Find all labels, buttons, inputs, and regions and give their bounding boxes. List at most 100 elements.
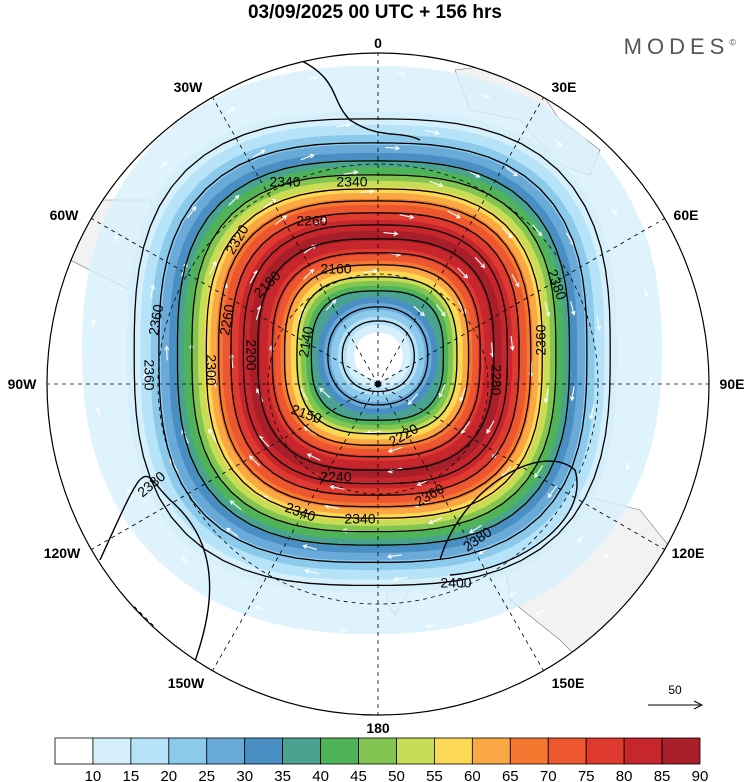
colorbar-label: 75 <box>578 768 595 782</box>
colorbar-label: 65 <box>502 768 519 782</box>
colorbar-swatch <box>168 737 208 765</box>
wind-arrow-icon <box>544 302 551 317</box>
wind-arrow-icon <box>225 527 239 538</box>
wind-arrow-icon <box>248 455 261 467</box>
height-contour <box>218 200 532 508</box>
wind-arrow-icon <box>399 214 415 220</box>
colorbar-swatch <box>585 737 625 765</box>
contour-label: 2260 <box>216 303 237 337</box>
wind-arrow-icon <box>424 129 440 136</box>
lon-label-0: 0 <box>374 35 382 51</box>
contour-label: 2380 <box>124 602 157 635</box>
wind-arrow-icon <box>554 139 563 147</box>
wind-arrow-icon <box>325 299 337 311</box>
contour-label: 2160 <box>320 261 351 277</box>
wind-arrow-icon <box>159 161 167 170</box>
colorbar-label: 10 <box>85 768 102 782</box>
modes-logo: MODES© <box>624 34 736 60</box>
colorbar-swatch <box>661 737 701 765</box>
wind-arrow-icon <box>319 387 331 399</box>
wind-arrow-icon <box>577 534 585 543</box>
wind-arrow-icon <box>543 388 549 404</box>
wind-arrow-icon <box>468 524 483 534</box>
wind-arrow-icon <box>300 153 315 161</box>
colorbar-label: 90 <box>692 768 709 782</box>
wind-arrow-icon <box>133 145 141 154</box>
wind-arrow-icon <box>438 383 446 398</box>
wind-arrow-icon <box>436 304 446 317</box>
wind-arrow-icon <box>534 465 544 479</box>
height-contour <box>242 224 509 485</box>
colorbar-label: 15 <box>123 768 140 782</box>
height-contour <box>158 142 588 563</box>
wind-arrow-icon <box>149 284 156 300</box>
wind-arrow-icon <box>386 554 402 559</box>
wind-arrow-icon <box>455 647 465 652</box>
reference-vector-label: 50 <box>668 683 682 697</box>
wind-arrow-icon <box>252 149 266 159</box>
height-contour <box>296 276 458 435</box>
colorbar: 10 15 20 25 30 35 40 45 50 55 60 65 70 75 80 85 90 <box>54 737 709 782</box>
colorbar-swatch <box>396 737 435 765</box>
meridian-line <box>83 213 379 385</box>
wind-arrow-icon <box>228 194 240 206</box>
band-10 <box>354 332 403 380</box>
contour-label: 2360 <box>141 359 157 390</box>
wind-arrow-icon <box>279 53 289 57</box>
wind-arrow-icon <box>474 256 486 269</box>
contour-label: 2340 <box>336 174 367 190</box>
colorbar-label: 70 <box>540 768 557 782</box>
contour-label: 2300 <box>203 354 219 385</box>
wind-arrow-icon <box>547 485 558 499</box>
wind-arrow-icon <box>625 460 631 470</box>
wind-arrow-icon <box>226 107 236 113</box>
wind-arrow-icon <box>338 628 349 633</box>
wind-arrow-icon <box>505 166 519 177</box>
wind-arrow-icon <box>425 623 436 629</box>
height-contour <box>341 320 415 393</box>
wind-arrow-icon <box>569 386 575 402</box>
colorbar-label: 30 <box>236 768 253 782</box>
wind-arrow-icon <box>651 217 657 228</box>
lon-label-120e: 120E <box>672 545 705 561</box>
colorbar-swatch <box>282 737 321 765</box>
wind-arrow-icon <box>676 390 682 401</box>
wind-arrow-icon <box>383 231 399 236</box>
contour-label: 2280 <box>488 364 504 395</box>
height-contour <box>133 118 611 587</box>
latitude-circle <box>157 163 599 605</box>
wind-arrow-icon <box>329 484 345 490</box>
lon-label-90e: 90E <box>720 376 745 392</box>
lon-label-120w: 120W <box>44 545 81 561</box>
colorbar-swatch <box>92 737 132 765</box>
wind-arrow-icon <box>336 122 352 128</box>
wind-arrow-icon <box>62 391 68 402</box>
wind-arrow-icon <box>413 305 425 317</box>
wind-arrow-icon <box>392 576 408 582</box>
wind-arrow-icon <box>453 53 464 57</box>
wind-arrow-icon <box>588 404 595 420</box>
colorbar-label: 55 <box>426 768 443 782</box>
colorbar-label: 50 <box>388 768 405 782</box>
latitude-circle <box>267 273 489 495</box>
colorbar-label: 45 <box>350 768 367 782</box>
logo-text: MODES <box>623 34 730 59</box>
colorbar-swatch <box>244 737 284 765</box>
wind-arrow-icon <box>643 288 649 299</box>
colorbar-swatch <box>434 737 473 765</box>
wind-arrow-icon <box>459 387 466 402</box>
wind-arrow-icon <box>486 420 495 434</box>
meridian-line <box>207 89 379 385</box>
wind-arrow-icon <box>95 405 101 416</box>
colorbar-swatch <box>471 737 511 765</box>
lon-label-90w: 90W <box>8 376 38 392</box>
colorbar-swatch <box>320 737 359 765</box>
wind-speed-shading <box>82 65 662 635</box>
colorbar-swatch <box>623 737 663 765</box>
wind-arrow-icon <box>211 372 217 388</box>
colorbar-swatch <box>206 737 246 765</box>
wind-arrow-icon <box>229 500 242 511</box>
wind-arrow-icon <box>304 568 320 575</box>
map-title: 03/09/2025 00 UTC + 156 hrs <box>247 2 503 23</box>
